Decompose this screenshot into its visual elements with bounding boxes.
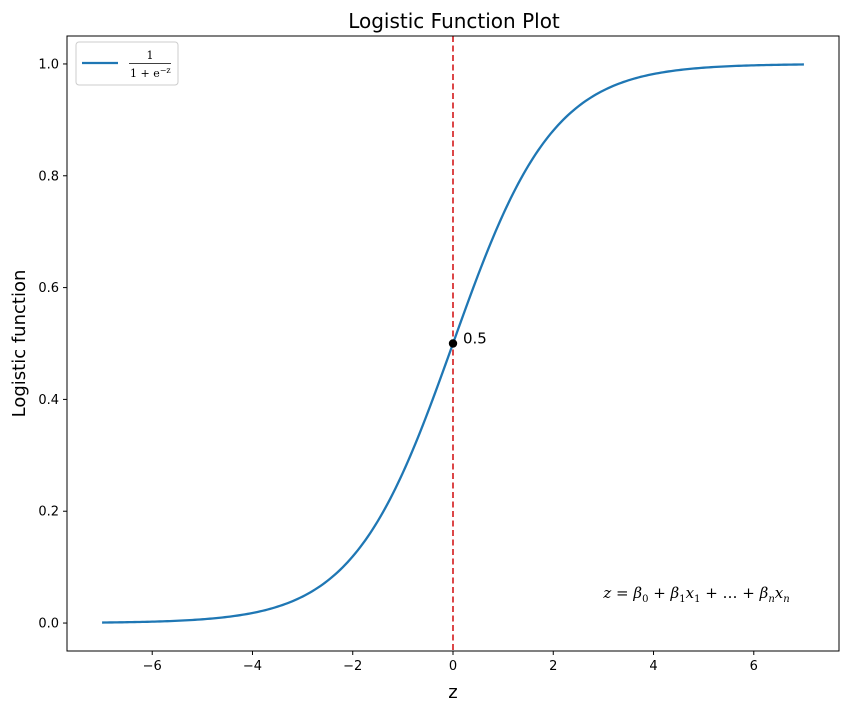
x-tick-label: 4: [649, 659, 657, 674]
legend: 1 1 + e−z: [75, 41, 179, 86]
x-tick-label: −6: [143, 659, 162, 674]
chart-title: Logistic Function Plot: [348, 9, 560, 33]
legend-box: [75, 41, 179, 86]
legend-denominator: 1 + e−z: [130, 66, 171, 80]
plot-area: [102, 36, 804, 651]
y-tick-label: 0.8: [38, 169, 59, 184]
highlight-point: [448, 339, 458, 348]
y-tick-label: 0.4: [38, 393, 59, 408]
x-tick-label: −2: [343, 659, 362, 674]
point-label: 0.5: [463, 330, 487, 348]
x-axis: −6 −4 −2 0 2 4 6: [143, 651, 758, 674]
x-tick-label: 0: [449, 659, 457, 674]
legend-denominator-base: 1 + e: [130, 67, 160, 80]
y-axis-label: Logistic function: [9, 270, 30, 418]
legend-numerator: 1: [147, 49, 154, 62]
legend-exponent: −z: [160, 66, 171, 75]
x-axis-label: z: [448, 682, 457, 703]
y-tick-label: 0.6: [38, 281, 59, 296]
x-tick-label: −4: [243, 659, 262, 674]
y-tick-label: 0.2: [38, 505, 59, 520]
y-tick-label: 1.0: [38, 57, 59, 72]
x-tick-label: 2: [549, 659, 557, 674]
y-tick-label: 0.0: [38, 617, 59, 632]
y-axis: 0.0 0.2 0.4 0.6 0.8 1.0: [38, 57, 67, 632]
x-tick-label: 6: [750, 659, 758, 674]
equation-annotation: z = β0 + β1x1 + … + βnxn: [602, 584, 789, 605]
